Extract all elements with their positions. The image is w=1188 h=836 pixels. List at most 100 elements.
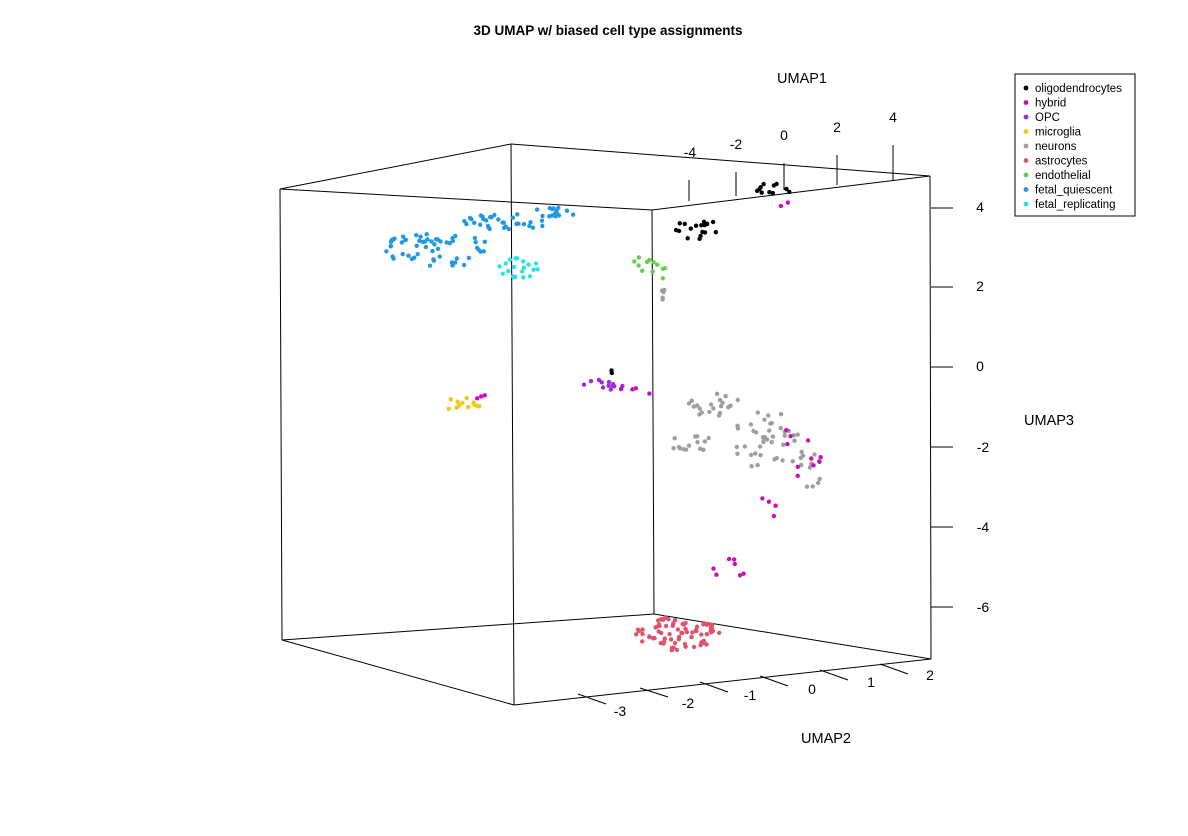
data-point-neurons [766,413,771,418]
y-axis-label: UMAP2 [801,731,851,747]
data-point-oligodendrocytes [609,370,614,376]
data-point-fetal_quiescent [430,248,435,254]
data-point-fetal_replicating [521,275,526,280]
data-point-neurons [755,462,760,468]
data-point-fetal_replicating [515,256,520,261]
data-point-fetal_quiescent [429,239,434,244]
data-point-astrocytes [704,642,709,647]
data-point-fetal_replicating [533,261,539,266]
data-point-hybrid [737,573,743,578]
data-point-astrocytes [683,644,688,649]
data-point-fetal_quiescent [476,247,481,252]
data-point-fetal_replicating [497,264,502,269]
data-point-hybrid [771,513,777,519]
data-point-neurons [807,465,813,470]
data-point-neurons [753,430,759,435]
data-point-fetal_quiescent [435,246,441,251]
data-point-astrocytes [656,629,661,634]
data-point-fetal_quiescent [423,244,429,250]
z-axis: UMAP3 4 2 0 -2 -4 -6 [976,199,1074,615]
data-point-endothelial [644,259,650,265]
data-point-neurons [711,406,716,411]
data-point-hybrid [784,427,789,433]
data-point-fetal_quiescent [500,220,505,225]
data-point-fetal_quiescent [412,255,417,260]
data-point-endothelial [640,268,645,273]
data-point-fetal_quiescent [453,260,458,265]
data-point-fetal_replicating [503,261,508,266]
data-point-neurons [767,428,772,433]
data-point-hybrid [726,556,732,562]
plot-box [279,143,932,706]
data-point-astrocytes [689,634,694,640]
data-point-fetal_quiescent [503,224,508,229]
data-point-fetal_quiescent [534,207,540,212]
data-point-neurons [716,413,722,418]
data-point-microglia [460,400,465,406]
data-point-fetal_quiescent [510,215,516,220]
data-point-fetal_quiescent [466,255,472,261]
data-point-neurons [770,434,776,439]
data-point-neurons [799,449,804,454]
data-point-neurons [757,444,763,449]
data-point-neurons [695,434,700,439]
data-point-neurons [780,458,785,463]
axis-tick-marks [577,145,953,705]
data-point-neurons [723,394,728,399]
data-point-neurons [676,445,682,450]
data-point-fetal_quiescent [437,254,442,259]
data-point-oligodendrocytes [677,221,682,226]
data-point-oligodendrocytes [693,223,699,228]
data-point-OPC [588,379,594,384]
data-point-microglia [455,399,460,404]
data-point-neurons [778,412,784,417]
data-point-neurons [707,409,712,415]
data-point-hybrid [760,496,765,501]
data-point-oligodendrocytes [784,186,789,192]
data-point-hybrid [795,473,800,478]
data-point-neurons [660,297,665,302]
data-point-fetal_quiescent [403,237,408,242]
data-point-endothelial [660,266,666,271]
legend-marker [1023,114,1029,120]
data-point-hybrid [809,456,814,461]
data-point-fetal_quiescent [453,233,458,239]
data-point-fetal_quiescent [472,235,478,241]
data-point-astrocytes [634,632,639,637]
data-point-neurons [702,439,708,444]
data-point-oligodendrocytes [787,189,792,195]
data-point-oligodendrocytes [701,219,707,224]
data-point-fetal_quiescent [391,256,396,261]
data-point-neurons [769,420,774,426]
data-point-fetal_quiescent [454,256,460,261]
x-tick-label: 4 [889,109,897,125]
data-point-neurons [691,404,696,409]
data-point-fetal_quiescent [485,223,491,229]
x-tick-label: 2 [833,119,841,135]
z-tick-label: 0 [976,358,984,374]
data-point-hybrid [811,463,816,468]
data-point-oligodendrocytes [673,227,679,233]
data-point-neurons [748,422,754,427]
data-point-OPC [606,383,611,388]
x-tick-label: 0 [780,127,788,143]
data-point-astrocytes [675,627,681,632]
data-point-astrocytes [640,627,645,632]
data-points [384,181,823,653]
data-point-neurons [810,484,815,489]
data-point-fetal_replicating [511,264,517,270]
data-point-fetal_quiescent [473,240,478,245]
data-point-fetal_replicating [521,265,527,270]
data-point-OPC [600,385,606,390]
data-point-fetal_quiescent [424,232,429,237]
data-point-astrocytes [672,618,678,623]
data-point-hybrid [475,396,480,401]
data-point-fetal_quiescent [400,234,406,239]
data-point-astrocytes [683,620,688,626]
legend-label: astrocytes [1035,156,1088,168]
data-point-fetal_quiescent [418,234,423,239]
data-point-endothelial [632,259,637,264]
data-point-fetal_quiescent [422,239,427,244]
data-point-oligodendrocytes [774,181,779,187]
data-point-astrocytes [656,622,662,627]
